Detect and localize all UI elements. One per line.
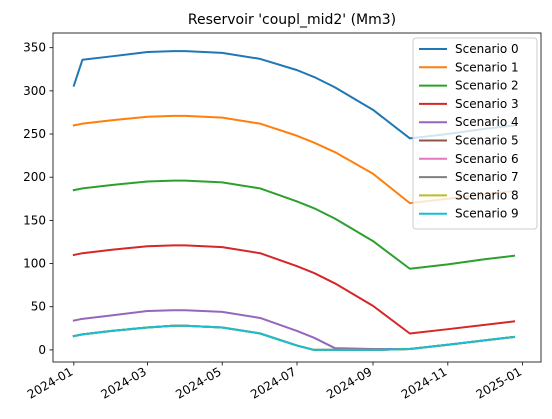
y-tick-label: 100 xyxy=(23,257,46,271)
y-axis: 0 50 100 150 200 250 300 350 xyxy=(23,41,53,357)
legend-label-3: Scenario 3 xyxy=(455,97,519,111)
chart-title: Reservoir 'coupl_mid2' (Mm3) xyxy=(188,12,396,28)
legend-label-9: Scenario 9 xyxy=(455,207,519,221)
y-tick-label: 200 xyxy=(23,170,46,184)
legend: Scenario 0 Scenario 1 Scenario 2 Scenario 3… xyxy=(412,37,538,230)
legend-label-4: Scenario 4 xyxy=(455,115,519,129)
x-tick-label: 2024-09 xyxy=(324,364,374,401)
y-tick-label: 150 xyxy=(23,213,46,227)
y-tick-label: 250 xyxy=(23,127,46,141)
y-tick-label: 350 xyxy=(23,41,46,55)
x-axis: 2024-01 2024-03 2024-05 2024-07 2024-09 2024-… xyxy=(25,362,524,402)
y-tick-label: 0 xyxy=(38,343,46,357)
legend-label-5: Scenario 5 xyxy=(455,134,519,148)
x-tick-label: 2024-07 xyxy=(248,364,298,401)
legend-label-8: Scenario 8 xyxy=(455,188,519,202)
y-tick-label: 50 xyxy=(31,300,46,314)
x-tick-label: 2024-01 xyxy=(25,364,75,401)
legend-label-0: Scenario 0 xyxy=(455,42,519,56)
y-tick-label: 300 xyxy=(23,84,46,98)
x-tick-label: 2024-05 xyxy=(173,364,223,401)
legend-label-6: Scenario 6 xyxy=(455,152,519,166)
series-line-3 xyxy=(72,244,516,335)
legend-label-2: Scenario 2 xyxy=(455,79,519,93)
series-line-9 xyxy=(72,324,516,351)
x-tick-label: 2024-03 xyxy=(98,364,148,401)
legend-label-1: Scenario 1 xyxy=(455,60,519,74)
legend-label-7: Scenario 7 xyxy=(455,170,519,184)
x-tick-label: 2025-01 xyxy=(474,364,524,401)
series-line-2 xyxy=(72,179,516,270)
x-tick-label: 2024-11 xyxy=(399,364,449,401)
